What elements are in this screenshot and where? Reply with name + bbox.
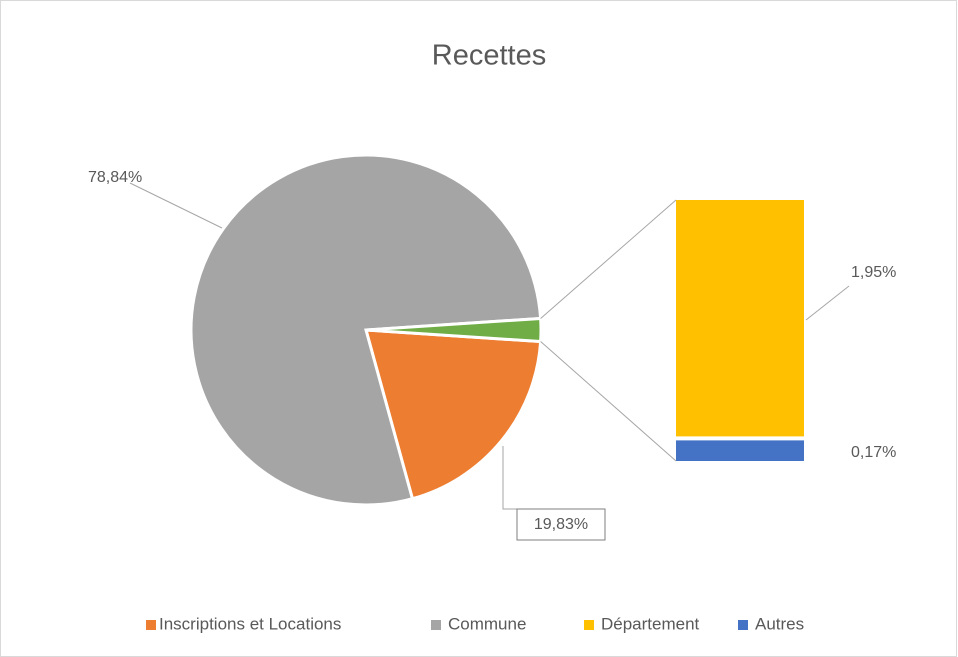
pie-slice [363, 328, 543, 501]
legend-swatch [431, 620, 441, 630]
legend-label: Département [601, 614, 700, 633]
legend-swatch [584, 620, 594, 630]
leader-line [129, 182, 223, 229]
connector [540, 199, 677, 319]
legend-label: Autres [755, 614, 804, 633]
pie-slice [189, 153, 543, 507]
label-box [516, 508, 606, 541]
leader-line [502, 446, 517, 510]
chart-title: Recettes [432, 40, 546, 72]
legend-swatch [146, 620, 156, 630]
connector [540, 341, 677, 462]
legend-label: Inscriptions et Locations [159, 614, 341, 633]
data-label: 0,17% [851, 444, 896, 461]
data-label: 19,83% [534, 516, 588, 533]
data-label: 78,84% [88, 169, 142, 186]
bar-segment [676, 200, 804, 437]
bar-segment [676, 440, 804, 461]
legend-label: Commune [448, 614, 526, 633]
leader-line [805, 285, 850, 321]
data-label: 1,95% [851, 264, 896, 281]
pie-slice-other [365, 316, 543, 344]
legend-swatch [738, 620, 748, 630]
